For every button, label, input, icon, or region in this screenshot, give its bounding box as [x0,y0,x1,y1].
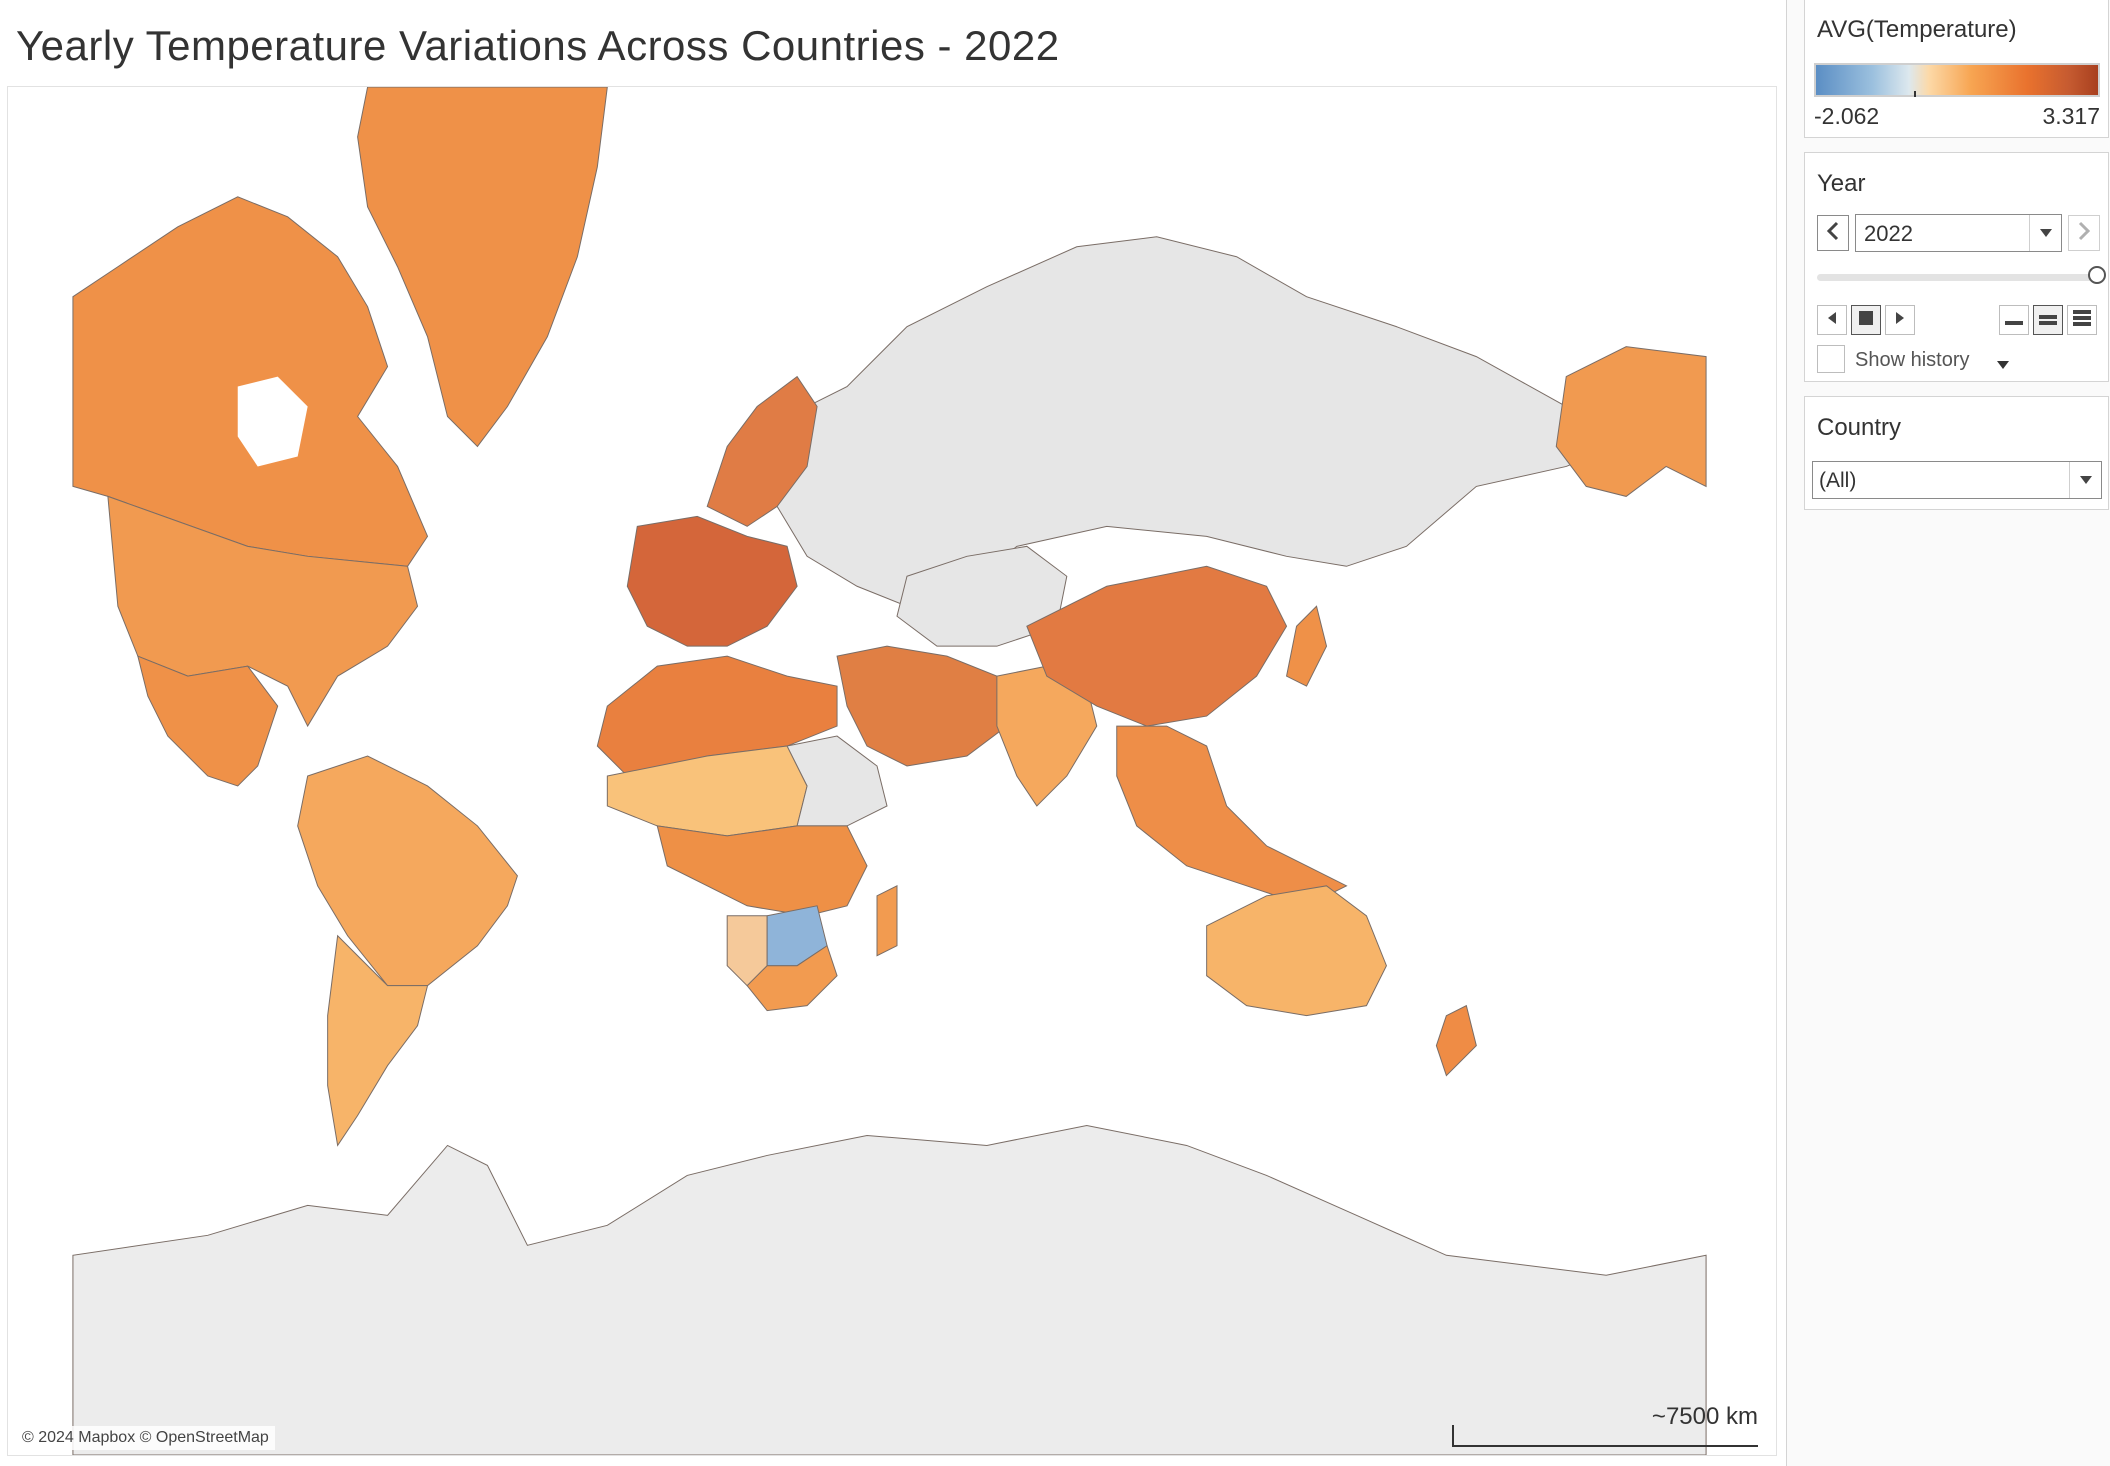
speed-fast-button[interactable] [2067,305,2097,335]
region-china[interactable] [1026,565,1288,727]
color-legend[interactable]: AVG(Temperature) -2.062 3.317 [1804,0,2109,138]
play-forward-button[interactable] [1885,305,1915,335]
map-svg[interactable] [8,87,1776,1455]
year-slider-thumb[interactable] [2088,266,2106,284]
country-dropdown-value: (All) [1819,469,1857,492]
region-south-america-south[interactable] [327,934,429,1147]
region-russia[interactable] [766,236,1618,607]
year-previous-button[interactable] [1817,215,1849,251]
region-greenland[interactable] [357,87,608,448]
country-dropdown[interactable]: (All) [1812,461,2102,499]
region-japan[interactable] [1285,605,1328,687]
region-alaska[interactable] [1555,346,1707,497]
region-antarctica[interactable] [72,1124,1707,1455]
year-dropdown[interactable]: 2022 [1855,214,2062,252]
show-history-checkbox[interactable] [1817,345,1845,373]
world-map[interactable]: © 2024 Mapbox © OpenStreetMap ~7500 km [7,86,1777,1456]
speed-slow-button[interactable] [1999,305,2029,335]
region-southern-africa[interactable] [746,944,838,1012]
chevron-left-icon [1826,221,1840,246]
scale-label: ~7500 km [1651,1403,1758,1430]
caret-down-icon[interactable] [1997,356,2009,374]
region-southeast-asia[interactable] [1116,725,1348,907]
region-sudan-ethiopia[interactable] [786,735,888,827]
caret-down-icon [2029,215,2061,251]
speed-medium-icon [2038,308,2058,333]
speed-medium-button[interactable] [2033,305,2063,335]
legend-zero-tick [1914,91,1916,97]
legend-max-label: 3.317 [2042,103,2100,129]
scale-bar [1452,1425,1758,1447]
legend-title: AVG(Temperature) [1817,16,2017,43]
region-mexico[interactable] [137,655,279,787]
chevron-right-icon [2077,221,2091,246]
speed-slow-icon [2004,308,2024,333]
stop-button[interactable] [1851,305,1881,335]
year-slider-track[interactable] [1817,274,2097,281]
year-filter-title: Year [1817,170,1866,197]
region-europe-west[interactable] [626,515,798,647]
region-scandinavia[interactable] [706,375,818,527]
region-north-africa[interactable] [596,655,838,777]
year-filter: Year 2022 [1804,152,2109,382]
map-scale: ~7500 km [1452,1403,1758,1447]
legend-gradient-bar[interactable] [1814,63,2100,97]
region-australia[interactable] [1206,885,1387,1017]
stop-icon [1858,310,1874,331]
region-central-africa[interactable] [656,825,868,917]
year-dropdown-value: 2022 [1864,221,1913,246]
region-south-america-north[interactable] [297,755,518,987]
region-new-zealand[interactable] [1435,1004,1477,1077]
map-attribution[interactable]: © 2024 Mapbox © OpenStreetMap [16,1426,275,1450]
caret-down-icon [2069,462,2101,498]
play-back-icon [1826,311,1838,330]
show-history-label[interactable]: Show history [1855,349,1970,371]
country-filter: Country (All) [1804,396,2109,510]
region-madagascar[interactable] [876,885,898,957]
filter-pane: AVG(Temperature) -2.062 3.317 Year 2022 [1786,0,2110,1466]
play-forward-icon [1894,311,1906,330]
country-filter-title: Country [1817,414,1902,441]
region-middle-east[interactable] [836,645,1008,767]
speed-fast-icon [2072,308,2092,333]
page-title: Yearly Temperature Variations Across Cou… [16,22,1060,69]
play-back-button[interactable] [1817,305,1847,335]
year-next-button[interactable] [2068,215,2100,251]
legend-min-label: -2.062 [1814,103,1880,129]
